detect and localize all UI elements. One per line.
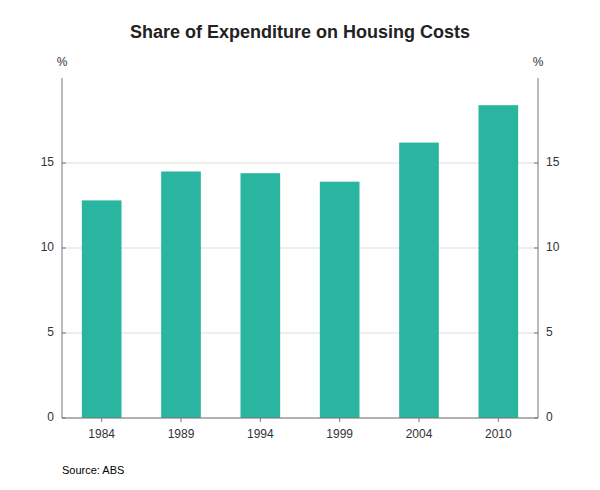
y2-tick [534, 163, 538, 164]
x-tick [260, 418, 261, 422]
grid-line [62, 163, 538, 164]
y-tick-label: 10 [41, 240, 55, 254]
chart-svg: 0 5 10 15 0 5 10 15 1984 1989 1994 1999 2004 2010%% Sh… [0, 0, 600, 490]
x-tick-label: 2010 [485, 427, 512, 441]
bar [161, 172, 201, 419]
y2-tick-label: 0 [546, 410, 553, 424]
bar [82, 200, 122, 418]
axes: 0 5 10 15 0 5 10 15 1984 1989 1994 1999 2004 2010 [41, 78, 560, 441]
y-tick [62, 418, 66, 419]
y2-tick [534, 418, 538, 419]
bars [82, 105, 518, 418]
page: {"chart_data": {"type": "bar", "title": … [0, 0, 600, 490]
y2-tick [534, 248, 538, 249]
y2-tick-label: 5 [546, 325, 553, 339]
x-tick [339, 418, 340, 422]
y-tick [62, 163, 66, 164]
title: Share of Expenditure on Housing Costs [130, 22, 470, 42]
bar [241, 173, 281, 418]
y2-tick-label: 10 [546, 240, 560, 254]
grid-line [62, 418, 538, 419]
x-tick-label: 1989 [168, 427, 195, 441]
bar [320, 182, 360, 418]
y-tick [62, 248, 66, 249]
bar [399, 143, 439, 418]
x-tick-label: 1994 [247, 427, 274, 441]
x-tick-label: 1984 [88, 427, 115, 441]
x-tick [498, 418, 499, 422]
x-tick-label: 2004 [406, 427, 433, 441]
source: Source: ABS [62, 464, 124, 476]
x-tick [181, 418, 182, 422]
bar [479, 105, 519, 418]
x-axis-line [62, 418, 538, 419]
grid [62, 163, 538, 418]
grid-line [62, 248, 538, 249]
y-tick-label: 15 [41, 155, 55, 169]
chart-container: 0 5 10 15 0 5 10 15 1984 1989 1994 1999 2004 2010%% Sh… [0, 0, 600, 490]
grid-line [62, 333, 538, 334]
y2-tick-label: 15 [546, 155, 560, 169]
x-tick [101, 418, 102, 422]
y-tick-label: 5 [47, 325, 54, 339]
y2-tick [534, 333, 538, 334]
x-tick [419, 418, 420, 422]
y-tick [62, 333, 66, 334]
y-tick-label: 0 [47, 410, 54, 424]
x-tick-label: 1999 [326, 427, 353, 441]
y2-axis-label: % [533, 55, 544, 69]
y-axis-label: % [57, 55, 68, 69]
